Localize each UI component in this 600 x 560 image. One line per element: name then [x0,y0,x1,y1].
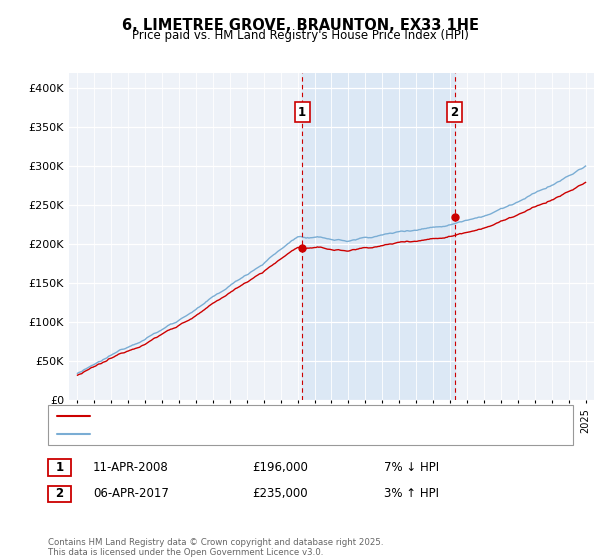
Text: 1: 1 [298,106,306,119]
Text: £196,000: £196,000 [252,461,308,474]
Text: 7% ↓ HPI: 7% ↓ HPI [384,461,439,474]
Text: Contains HM Land Registry data © Crown copyright and database right 2025.
This d: Contains HM Land Registry data © Crown c… [48,538,383,557]
Text: 06-APR-2017: 06-APR-2017 [93,487,169,501]
Text: £235,000: £235,000 [252,487,308,501]
Text: 6, LIMETREE GROVE, BRAUNTON, EX33 1HE (semi-detached house): 6, LIMETREE GROVE, BRAUNTON, EX33 1HE (s… [97,411,448,421]
Text: 3% ↑ HPI: 3% ↑ HPI [384,487,439,501]
Text: 1: 1 [55,461,64,474]
Text: HPI: Average price, semi-detached house, North Devon: HPI: Average price, semi-detached house,… [97,430,385,439]
Text: 2: 2 [451,106,458,119]
Text: Price paid vs. HM Land Registry's House Price Index (HPI): Price paid vs. HM Land Registry's House … [131,29,469,42]
Bar [302,73,455,400]
Text: 11-APR-2008: 11-APR-2008 [93,461,169,474]
Text: 6, LIMETREE GROVE, BRAUNTON, EX33 1HE: 6, LIMETREE GROVE, BRAUNTON, EX33 1HE [121,18,479,33]
Text: 2: 2 [55,487,64,501]
